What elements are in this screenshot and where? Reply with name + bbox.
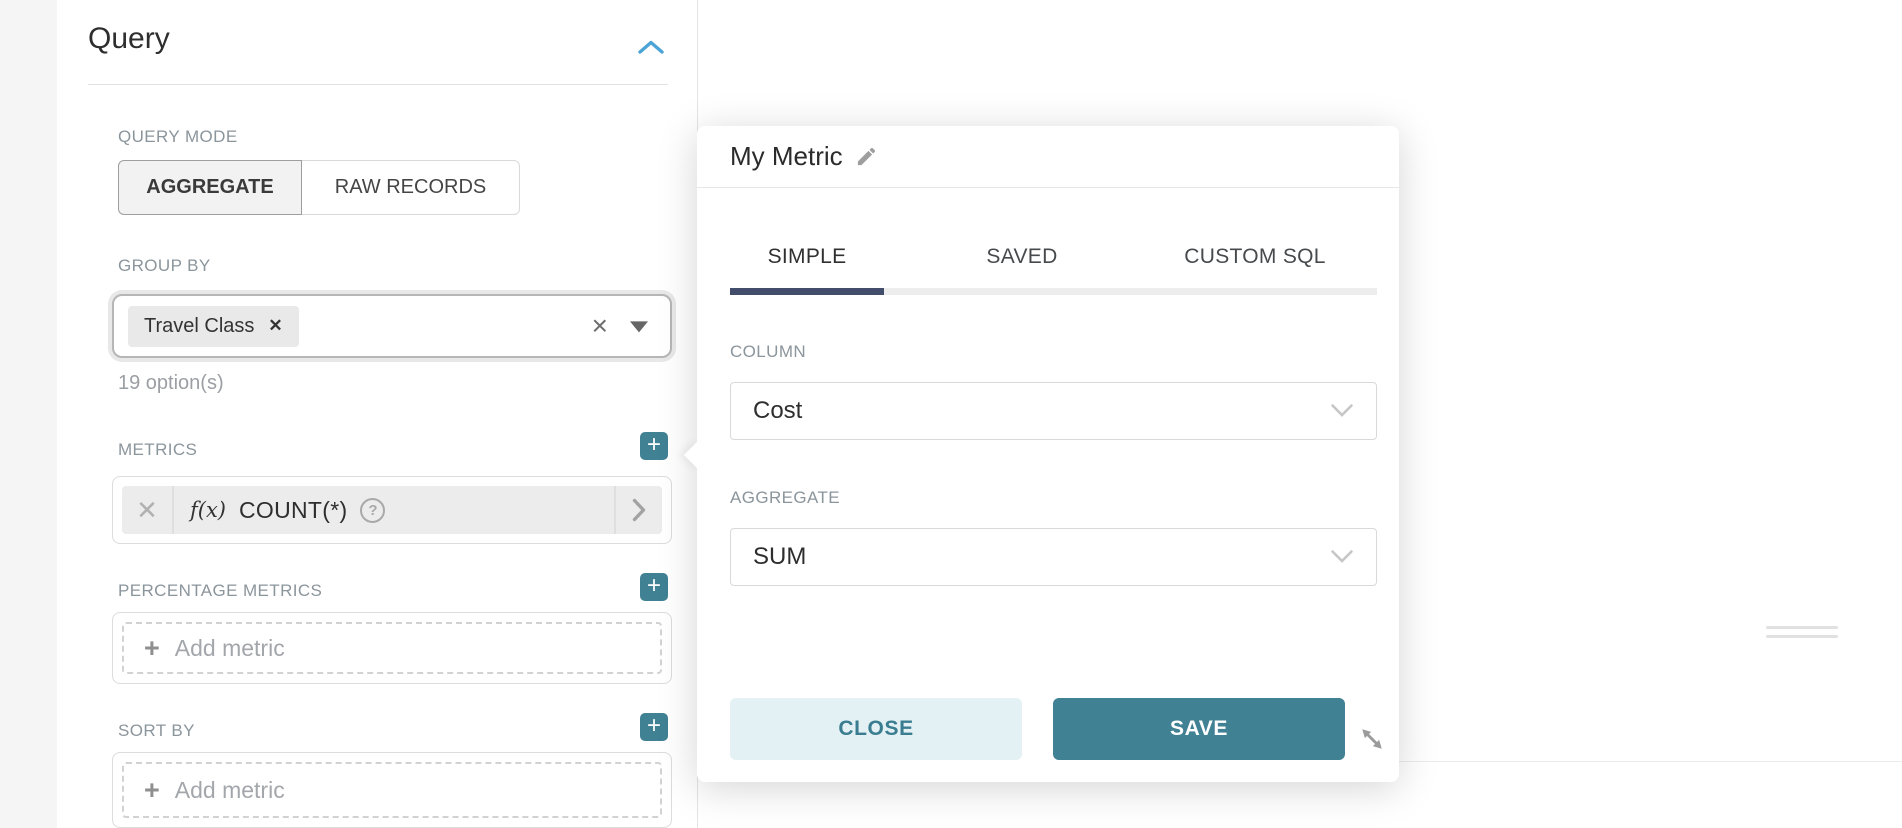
popover-arrow xyxy=(683,440,713,470)
clear-select-icon[interactable]: × xyxy=(591,310,608,341)
collapse-section-button[interactable] xyxy=(634,36,668,62)
metrics-label: METRICS xyxy=(118,440,198,459)
chevron-down-icon xyxy=(1330,397,1354,425)
column-select-value: Cost xyxy=(753,397,803,424)
chart-area-border xyxy=(1399,761,1902,762)
metric-content: f(x) COUNT(*) ? xyxy=(174,496,386,524)
chevron-right-icon xyxy=(632,498,646,522)
plus-icon: + xyxy=(144,632,160,663)
active-tab-indicator xyxy=(730,288,884,295)
group-by-select[interactable]: Travel Class ✕ × xyxy=(112,294,672,358)
add-metric-placeholder: Add metric xyxy=(174,776,285,803)
save-button[interactable]: SAVE xyxy=(1053,698,1345,760)
close-button[interactable]: CLOSE xyxy=(730,698,1022,760)
percentage-metrics-container: + Add metric xyxy=(112,612,672,684)
metric-expression: COUNT(*) xyxy=(239,496,348,523)
metric-editor-popover: My Metric SIMPLE SAVED CUSTOM SQL COLUMN… xyxy=(683,126,1399,782)
plus-icon: + xyxy=(144,774,160,805)
tab-saved[interactable]: SAVED xyxy=(986,245,1058,268)
left-rail xyxy=(0,0,57,828)
remove-tag-icon[interactable]: ✕ xyxy=(268,316,283,335)
panel-resize-handle[interactable] xyxy=(1766,626,1838,629)
plus-icon: + xyxy=(646,712,661,739)
add-percentage-metric-button[interactable]: + xyxy=(640,573,668,601)
percentage-metrics-label: PERCENTAGE METRICS xyxy=(118,581,323,600)
remove-metric-icon[interactable]: ✕ xyxy=(122,486,174,534)
group-by-label: GROUP BY xyxy=(118,256,211,275)
function-icon: f(x) xyxy=(190,498,227,522)
sort-by-container: + Add metric xyxy=(112,752,672,828)
query-mode-aggregate-button[interactable]: AGGREGATE xyxy=(118,160,302,215)
resize-icon[interactable] xyxy=(1359,726,1385,752)
popover-title: My Metric xyxy=(730,141,843,171)
query-mode-label: QUERY MODE xyxy=(118,127,238,146)
tab-simple[interactable]: SIMPLE xyxy=(767,245,847,268)
aggregate-select-value: SUM xyxy=(753,543,807,570)
edit-name-pencil-icon[interactable] xyxy=(855,145,878,168)
sort-by-label: SORT BY xyxy=(118,721,195,740)
plus-icon: + xyxy=(646,431,661,458)
add-metric-button[interactable]: + xyxy=(640,432,668,460)
group-by-tag-label: Travel Class xyxy=(144,314,255,337)
add-sort-metric-dropzone[interactable]: + Add metric xyxy=(122,762,662,818)
add-sort-by-button[interactable]: + xyxy=(640,713,668,741)
panel-resize-handle[interactable] xyxy=(1766,635,1838,638)
aggregate-label: AGGREGATE xyxy=(730,488,841,507)
group-by-options-hint: 19 option(s) xyxy=(118,372,224,394)
expand-metric-button[interactable] xyxy=(614,486,662,534)
query-mode-raw-records-button[interactable]: RAW RECORDS xyxy=(301,160,520,215)
chevron-down-icon xyxy=(1330,543,1354,571)
column-label: COLUMN xyxy=(730,342,807,361)
add-metric-placeholder: Add metric xyxy=(174,634,285,661)
tab-custom-sql[interactable]: CUSTOM SQL xyxy=(1184,245,1326,268)
aggregate-select[interactable]: SUM xyxy=(730,528,1377,586)
query-section-title: Query xyxy=(88,22,170,55)
chevron-up-icon xyxy=(637,39,665,60)
popover-header-divider xyxy=(697,187,1399,188)
caret-down-icon[interactable] xyxy=(630,321,648,333)
plus-icon: + xyxy=(646,572,661,599)
add-percentage-metric-dropzone[interactable]: + Add metric xyxy=(122,622,662,674)
section-divider xyxy=(88,84,668,85)
tab-track xyxy=(730,288,1377,295)
help-icon[interactable]: ? xyxy=(360,497,386,523)
metric-pill[interactable]: ✕ f(x) COUNT(*) ? xyxy=(122,486,662,534)
metrics-container: ✕ f(x) COUNT(*) ? xyxy=(112,476,672,544)
column-select[interactable]: Cost xyxy=(730,382,1377,440)
group-by-tag[interactable]: Travel Class ✕ xyxy=(128,305,299,347)
